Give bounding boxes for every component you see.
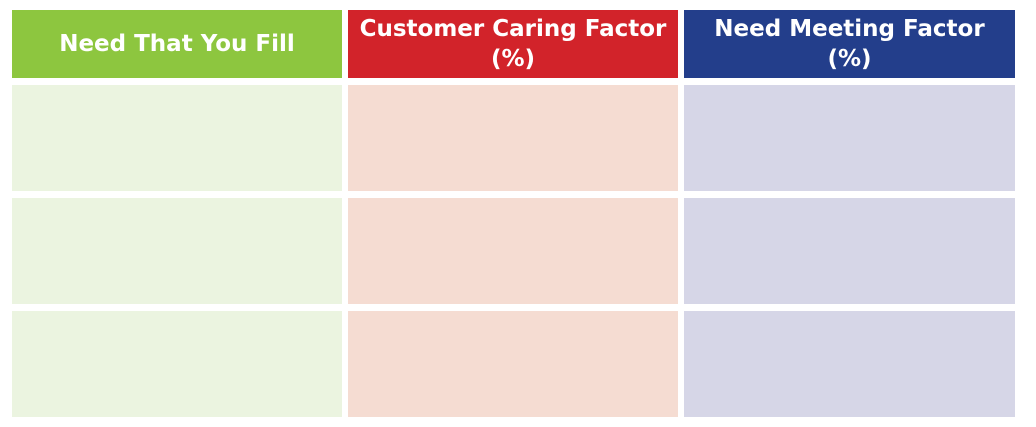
table-cell-need-row-3[interactable] — [12, 311, 342, 417]
header-label: Need That You Fill — [59, 31, 295, 57]
table-cell-need-row-1[interactable] — [12, 85, 342, 191]
header-label: Customer Caring Factor — [359, 16, 667, 42]
table-cell-caring-row-1[interactable] — [348, 85, 678, 191]
header-customer-caring-factor: Customer Caring Factor (%) — [348, 10, 678, 78]
table-cell-caring-row-3[interactable] — [348, 311, 678, 417]
table-cell-caring-row-2[interactable] — [348, 198, 678, 304]
header-label: Need Meeting Factor — [714, 16, 985, 42]
header-need-meeting-factor: Need Meeting Factor (%) — [684, 10, 1015, 78]
header-need-that-you-fill: Need That You Fill — [12, 10, 342, 78]
table-cell-need-row-2[interactable] — [12, 198, 342, 304]
header-unit: (%) — [827, 46, 872, 72]
table-cell-meeting-row-1[interactable] — [684, 85, 1015, 191]
table-cell-meeting-row-2[interactable] — [684, 198, 1015, 304]
header-unit: (%) — [490, 46, 536, 72]
factor-table: Need That You Fill Customer Caring Facto… — [12, 10, 1015, 417]
table-cell-meeting-row-3[interactable] — [684, 311, 1015, 417]
